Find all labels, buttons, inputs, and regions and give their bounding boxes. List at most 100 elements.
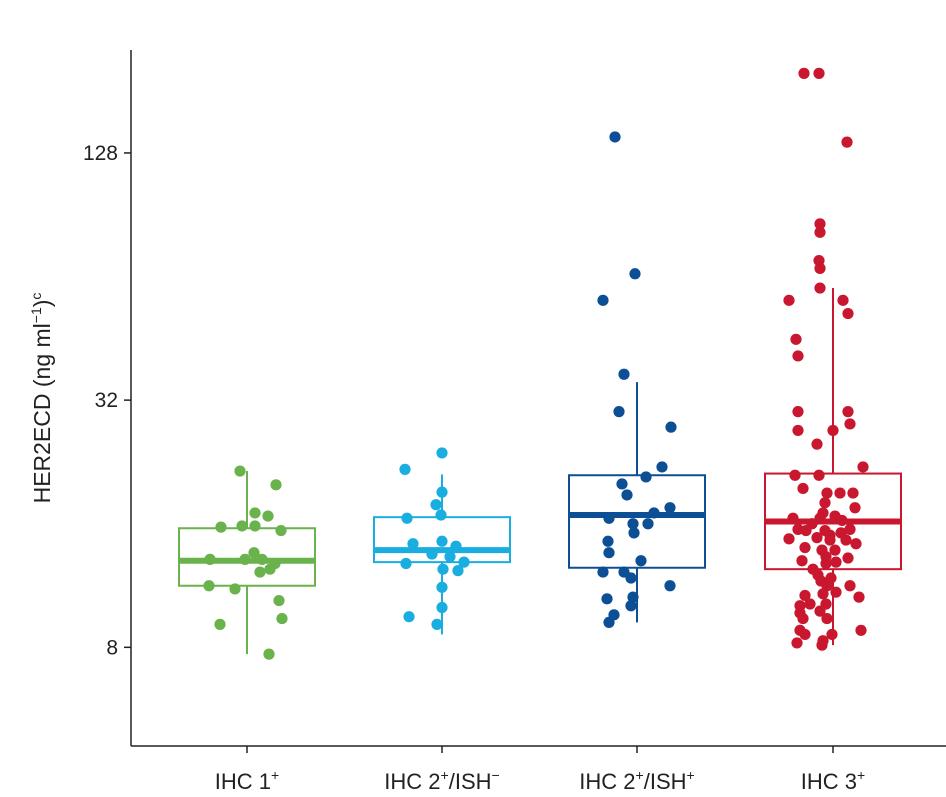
data-point bbox=[275, 524, 287, 537]
data-point bbox=[239, 553, 251, 565]
data-point bbox=[601, 593, 613, 605]
data-point bbox=[458, 556, 470, 568]
data-point bbox=[248, 547, 260, 559]
data-point bbox=[797, 612, 809, 625]
data-point bbox=[830, 556, 842, 568]
y-axis-title-sup2: c bbox=[28, 293, 44, 300]
data-point bbox=[603, 616, 615, 629]
data-point bbox=[229, 583, 241, 595]
data-point bbox=[783, 294, 795, 306]
data-point bbox=[842, 552, 854, 564]
data-point bbox=[276, 612, 288, 625]
data-point bbox=[836, 514, 848, 527]
data-point bbox=[850, 538, 862, 550]
data-point bbox=[609, 131, 621, 143]
y-axis-ticks: 8 32 128 bbox=[83, 142, 131, 659]
data-point bbox=[613, 406, 625, 418]
y-tick-label: 8 bbox=[106, 636, 118, 659]
data-point bbox=[664, 502, 676, 514]
x-tick-label: IHC 2+/ISH− bbox=[384, 767, 499, 794]
data-point bbox=[837, 294, 849, 306]
data-point bbox=[813, 67, 825, 79]
data-point bbox=[431, 618, 443, 630]
y-axis-title-sup1: −1 bbox=[28, 307, 44, 323]
data-point bbox=[664, 580, 676, 592]
data-point bbox=[665, 421, 677, 433]
data-point bbox=[270, 479, 282, 491]
data-point bbox=[804, 598, 816, 610]
data-point bbox=[597, 294, 609, 306]
data-point bbox=[635, 555, 647, 567]
data-point bbox=[656, 461, 668, 473]
data-point bbox=[789, 469, 801, 481]
data-point bbox=[627, 591, 639, 603]
box-iqr bbox=[568, 474, 706, 569]
data-point bbox=[436, 601, 448, 614]
data-point bbox=[436, 581, 448, 593]
data-point bbox=[236, 520, 248, 532]
data-point bbox=[234, 465, 246, 477]
data-point bbox=[821, 487, 833, 499]
data-point bbox=[264, 563, 276, 575]
data-point bbox=[844, 580, 856, 592]
data-points bbox=[203, 67, 869, 660]
data-point bbox=[844, 418, 856, 430]
data-point bbox=[401, 512, 413, 524]
data-point bbox=[783, 533, 795, 545]
data-point bbox=[249, 520, 261, 532]
box-plot-group bbox=[568, 382, 706, 623]
data-point bbox=[817, 588, 829, 600]
data-point bbox=[249, 507, 261, 519]
data-point bbox=[814, 512, 826, 524]
data-point bbox=[792, 406, 804, 418]
data-point bbox=[625, 572, 637, 584]
data-point bbox=[820, 557, 832, 570]
data-point bbox=[853, 591, 865, 603]
data-point bbox=[444, 551, 456, 563]
data-point bbox=[811, 532, 823, 544]
data-point bbox=[844, 523, 856, 535]
data-point bbox=[798, 67, 810, 79]
data-point bbox=[400, 557, 412, 570]
data-point bbox=[254, 566, 266, 578]
data-point bbox=[262, 510, 274, 522]
data-point bbox=[790, 333, 802, 345]
data-point bbox=[203, 580, 215, 592]
data-point bbox=[625, 600, 637, 612]
x-tick-label: IHC 2+/ISH+ bbox=[579, 767, 694, 794]
data-point bbox=[792, 424, 804, 437]
data-point bbox=[855, 624, 867, 636]
data-point bbox=[629, 268, 641, 280]
data-point bbox=[857, 461, 869, 473]
x-axis-ticks: IHC 1+ IHC 2+/ISH− IHC 2+/ISH+ IHC 3+ bbox=[215, 746, 865, 794]
data-point bbox=[814, 262, 826, 274]
data-point bbox=[799, 589, 811, 602]
data-point bbox=[436, 447, 448, 459]
y-axis-title: HER2ECD (ng ml−1)c bbox=[28, 293, 55, 504]
data-point bbox=[437, 563, 449, 575]
data-point bbox=[814, 282, 826, 294]
data-point bbox=[648, 507, 660, 519]
data-point bbox=[603, 512, 615, 524]
data-point bbox=[399, 463, 411, 475]
data-point bbox=[407, 538, 419, 550]
x-tick-label: IHC 3+ bbox=[801, 767, 865, 794]
data-point bbox=[792, 350, 804, 362]
data-point bbox=[847, 487, 859, 499]
y-axis-title-close: ) bbox=[29, 300, 55, 308]
y-tick-label: 128 bbox=[83, 142, 118, 165]
data-point bbox=[849, 502, 861, 514]
data-point bbox=[814, 605, 826, 617]
data-point bbox=[842, 307, 854, 320]
data-point bbox=[597, 566, 609, 578]
data-point bbox=[215, 521, 227, 533]
data-point bbox=[256, 553, 268, 565]
data-point bbox=[827, 424, 839, 437]
data-point bbox=[452, 565, 464, 577]
data-point bbox=[791, 637, 803, 649]
data-point bbox=[813, 469, 825, 481]
data-point bbox=[797, 482, 809, 495]
data-point bbox=[403, 611, 415, 623]
data-point bbox=[616, 478, 628, 490]
